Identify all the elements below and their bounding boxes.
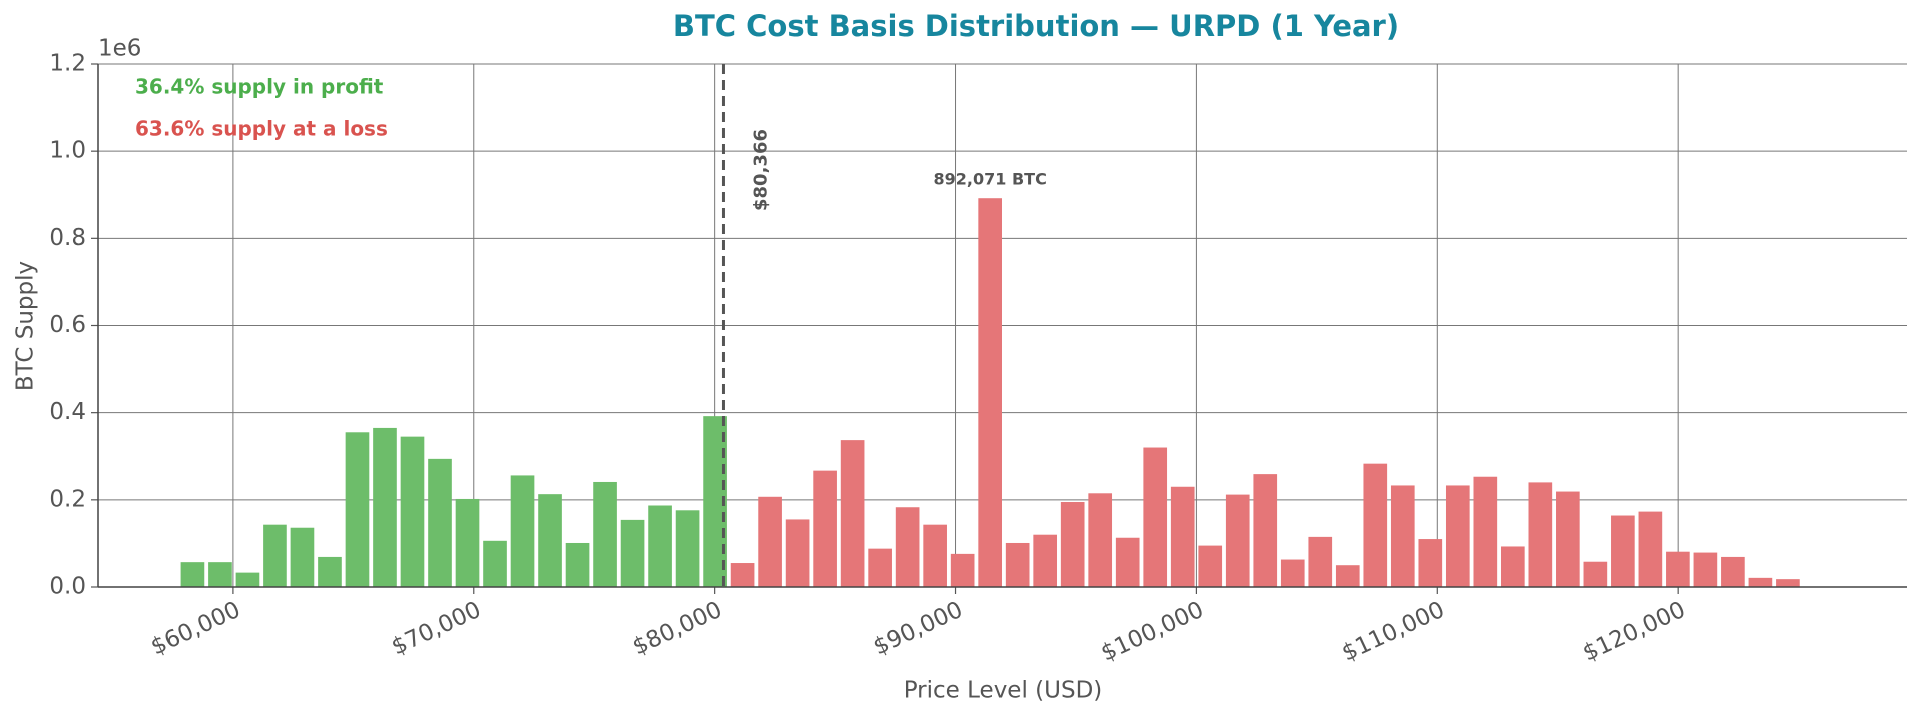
bar (1033, 534, 1058, 587)
bar (318, 556, 342, 587)
bar (895, 507, 920, 587)
bar (703, 416, 727, 587)
bar (813, 470, 837, 587)
bar (1638, 511, 1663, 587)
bar (1666, 551, 1690, 587)
bar (1225, 494, 1250, 587)
bar (400, 436, 425, 587)
bar (1088, 493, 1113, 587)
bar (373, 427, 397, 587)
x-tick-label: $110,000 (1338, 597, 1448, 667)
y-tick-label: 1.0 (49, 138, 86, 164)
x-tick-label: $100,000 (1097, 597, 1207, 667)
bar (1308, 536, 1333, 587)
bar (1143, 447, 1168, 587)
x-tick-label: $60,000 (147, 597, 244, 661)
bar (1418, 539, 1443, 587)
value-label: 892,071 BTC (934, 170, 1047, 189)
y-offset-label: 1e6 (98, 36, 141, 62)
bar (1335, 565, 1360, 587)
bar (648, 505, 672, 587)
x-tick-label: $80,000 (629, 597, 726, 661)
y-tick-label: 0.8 (49, 225, 86, 251)
grid (98, 63, 1907, 588)
bar (263, 524, 287, 587)
bar (510, 475, 535, 587)
bar (1693, 552, 1718, 587)
bar (1170, 486, 1195, 587)
bar (1611, 515, 1635, 587)
annotation: 36.4% supply in profit (135, 75, 384, 99)
bar (620, 519, 645, 587)
bar (1253, 474, 1278, 587)
bar (208, 562, 232, 587)
bar (785, 519, 810, 587)
x-tick-label: $70,000 (388, 597, 485, 661)
y-tick-label: 0.2 (49, 486, 86, 512)
bar (1445, 485, 1470, 587)
bar (1280, 559, 1305, 587)
bar (1198, 545, 1223, 587)
y-tick-label: 0.6 (49, 312, 86, 338)
bar (1115, 537, 1140, 587)
bar (950, 553, 975, 587)
x-axis-label: Price Level (USD) (904, 678, 1103, 704)
bar (1528, 482, 1553, 587)
bar (1473, 476, 1498, 587)
bar (1390, 485, 1415, 587)
y-tick-label: 0.4 (49, 399, 86, 425)
bar (1776, 579, 1800, 587)
bar (978, 198, 1002, 587)
x-tick-label: $90,000 (870, 597, 967, 661)
bar (180, 562, 205, 587)
bar (483, 540, 507, 587)
annotation: 63.6% supply at a loss (135, 117, 388, 141)
bar (868, 548, 892, 587)
bar (758, 496, 782, 587)
bar (1500, 546, 1525, 587)
bar (1005, 542, 1030, 587)
bar (290, 527, 315, 587)
bar (1748, 577, 1773, 587)
current-price-label: $80,366 (750, 129, 771, 211)
bar (840, 440, 865, 587)
bar (538, 494, 562, 587)
bar (455, 498, 480, 587)
bar (428, 458, 452, 587)
chart-title: BTC Cost Basis Distribution — URPD (1 Ye… (673, 9, 1399, 43)
y-tick-label: 0.0 (49, 574, 86, 600)
y-axis-label: BTC Supply (13, 261, 39, 391)
bar (1721, 556, 1745, 587)
bar (1363, 463, 1388, 587)
bar (593, 481, 617, 587)
bar (1583, 561, 1608, 587)
bar (345, 432, 370, 587)
bar (235, 572, 260, 587)
x-tick-label: $120,000 (1579, 597, 1689, 667)
y-tick-label: 1.2 (49, 51, 86, 77)
bar (923, 524, 947, 587)
bar (1556, 491, 1580, 587)
bar (730, 563, 755, 587)
bar (565, 542, 590, 587)
bar (1060, 502, 1085, 587)
bar (675, 510, 700, 587)
